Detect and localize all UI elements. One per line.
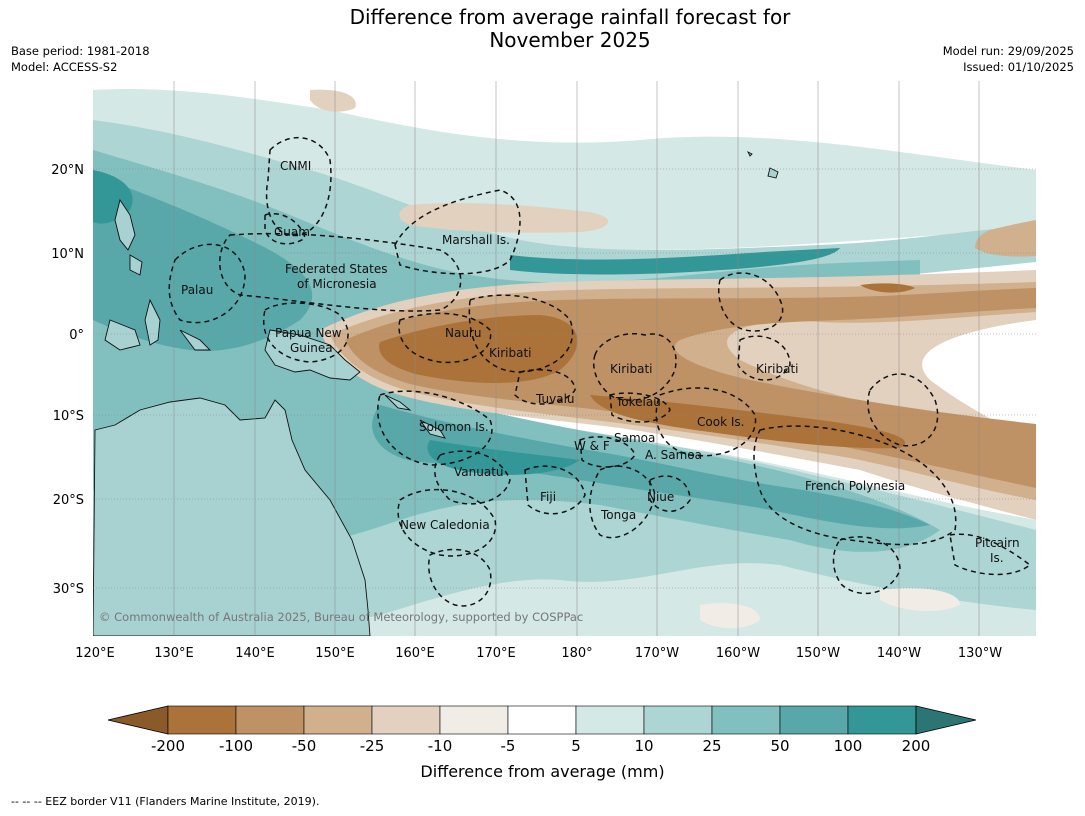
label-solomon-islands: Solomon Is. bbox=[419, 420, 489, 434]
lat-20s: 20°S bbox=[53, 493, 84, 508]
solomon-islands-land bbox=[384, 394, 446, 439]
colorbar-arrow-low bbox=[107, 705, 169, 735]
indonesia-islands bbox=[104, 298, 212, 351]
colorbar-bin bbox=[643, 705, 713, 735]
colorbar-tick-label: -10 bbox=[428, 737, 453, 755]
label-fsm-1: Federated States bbox=[285, 262, 387, 276]
lon-160e: 160°E bbox=[395, 646, 435, 661]
colorbar-tick-label: -25 bbox=[360, 737, 385, 755]
colorbar-bin bbox=[235, 705, 305, 735]
label-wallis-futuna: W & F bbox=[574, 439, 610, 453]
meta-left: Base period: 1981-2018 Model: ACCESS-S2 bbox=[11, 43, 150, 75]
lon-130e: 130°E bbox=[154, 646, 194, 661]
lon-120e: 120°E bbox=[75, 646, 115, 661]
colorbar-bin bbox=[439, 705, 509, 735]
lat-20n: 20°N bbox=[51, 163, 84, 178]
region-labels: CNMI Guam Marshall Is. Federated States … bbox=[181, 159, 1020, 565]
copyright-notice: © Commonwealth of Australia 2025, Bureau… bbox=[99, 610, 583, 624]
chart-title: Difference from average rainfall forecas… bbox=[0, 6, 1085, 52]
label-tokelau: Tokelau bbox=[615, 395, 661, 409]
colorbar-tick-label: 200 bbox=[902, 737, 931, 755]
label-cnmi: CNMI bbox=[280, 159, 311, 173]
label-palau: Palau bbox=[181, 283, 213, 297]
colorbar-arrow-high bbox=[915, 705, 977, 735]
eez-legend-note: -- -- -- EEZ border V11 (Flanders Marine… bbox=[11, 795, 320, 808]
lat-30s: 30°S bbox=[53, 582, 84, 597]
australia bbox=[93, 397, 371, 636]
colorbar-tick-label: 100 bbox=[834, 737, 863, 755]
label-png-2: Guinea bbox=[290, 341, 333, 355]
label-american-samoa: A. Samoa bbox=[645, 448, 702, 462]
label-tonga: Tonga bbox=[600, 508, 636, 522]
latitude-labels: 20°N 10°N 0° 10°S 20°S 30°S bbox=[51, 163, 84, 597]
label-cook-islands: Cook Is. bbox=[697, 415, 744, 429]
base-period: Base period: 1981-2018 bbox=[11, 44, 150, 58]
colorbar-bin bbox=[303, 705, 373, 735]
colorbar-tick-label: 5 bbox=[571, 737, 581, 755]
lat-10n: 10°N bbox=[51, 247, 84, 262]
lat-0: 0° bbox=[69, 328, 84, 343]
label-samoa: Samoa bbox=[614, 431, 655, 445]
colorbar: -200 -100 -50 -25 -10 -5 5 10 25 50 100 200 bbox=[107, 705, 977, 755]
label-kiribati-central: Kiribati bbox=[610, 362, 652, 376]
label-niue: Niue bbox=[647, 490, 674, 504]
lon-150e: 150°E bbox=[315, 646, 355, 661]
label-fiji: Fiji bbox=[540, 490, 556, 504]
colorbar-bin bbox=[711, 705, 781, 735]
label-nauru: Nauru bbox=[445, 326, 481, 340]
colorbar-tick-label: 25 bbox=[702, 737, 721, 755]
lat-10s: 10°S bbox=[53, 409, 84, 424]
forecast-map: CNMI Guam Marshall Is. Federated States … bbox=[51, 81, 1036, 755]
title-line-2: November 2025 bbox=[489, 28, 651, 52]
label-tuvalu: Tuvalu bbox=[535, 392, 575, 406]
lon-140w: 140°W bbox=[877, 646, 921, 661]
colorbar-bin bbox=[779, 705, 849, 735]
colorbar-tick-label: -50 bbox=[292, 737, 317, 755]
meta-right: Model run: 29/09/2025 Issued: 01/10/2025 bbox=[943, 43, 1074, 75]
colorbar-tick-label: -100 bbox=[219, 737, 253, 755]
map-plot-area: CNMI Guam Marshall Is. Federated States … bbox=[93, 81, 1036, 636]
label-pitcairn-1: Pitcairn bbox=[975, 536, 1020, 550]
label-guam: Guam bbox=[274, 225, 310, 239]
lon-160w: 160°W bbox=[716, 646, 760, 661]
colorbar-bin bbox=[371, 705, 441, 735]
model-name: Model: ACCESS-S2 bbox=[11, 60, 118, 74]
eez-borders bbox=[168, 136, 1032, 607]
hawaii bbox=[746, 150, 779, 179]
lon-150w: 150°W bbox=[796, 646, 840, 661]
label-png-1: Papua New bbox=[275, 326, 342, 340]
colorbar-label: Difference from average (mm) bbox=[420, 762, 665, 781]
philippines bbox=[114, 198, 143, 276]
model-run: Model run: 29/09/2025 bbox=[942, 44, 1074, 58]
land-masses bbox=[93, 150, 779, 636]
new-guinea bbox=[264, 329, 361, 381]
label-fsm-2: of Micronesia bbox=[297, 277, 377, 291]
label-new-caledonia: New Caledonia bbox=[400, 518, 490, 532]
label-kiribati-east: Kiribati bbox=[756, 362, 798, 376]
colorbar-bin bbox=[507, 705, 577, 735]
title-line-1: Difference from average rainfall forecas… bbox=[349, 5, 791, 29]
colorbar-bin bbox=[847, 705, 917, 735]
label-kiribati-west: Kiribati bbox=[489, 346, 531, 360]
lon-180: 180° bbox=[561, 646, 592, 661]
lon-170w: 170°W bbox=[635, 646, 679, 661]
lon-130w: 130°W bbox=[958, 646, 1002, 661]
colorbar-tick-label: -5 bbox=[501, 737, 516, 755]
label-marshall: Marshall Is. bbox=[442, 233, 510, 247]
colorbar-tick-label: 10 bbox=[634, 737, 653, 755]
longitude-labels: 120°E 130°E 140°E 150°E 160°E 170°E 180°… bbox=[75, 646, 1002, 661]
lon-170e: 170°E bbox=[476, 646, 516, 661]
colorbar-tick-label: -200 bbox=[151, 737, 185, 755]
colorbar-tick-label: 50 bbox=[770, 737, 789, 755]
label-vanuatu: Vanuatu bbox=[454, 465, 504, 479]
label-french-polynesia: French Polynesia bbox=[805, 479, 905, 493]
label-pitcairn-2: Is. bbox=[990, 551, 1004, 565]
issued-date: Issued: 01/10/2025 bbox=[963, 60, 1074, 74]
colorbar-bin bbox=[167, 705, 237, 735]
colorbar-bin bbox=[575, 705, 645, 735]
lon-140e: 140°E bbox=[235, 646, 275, 661]
